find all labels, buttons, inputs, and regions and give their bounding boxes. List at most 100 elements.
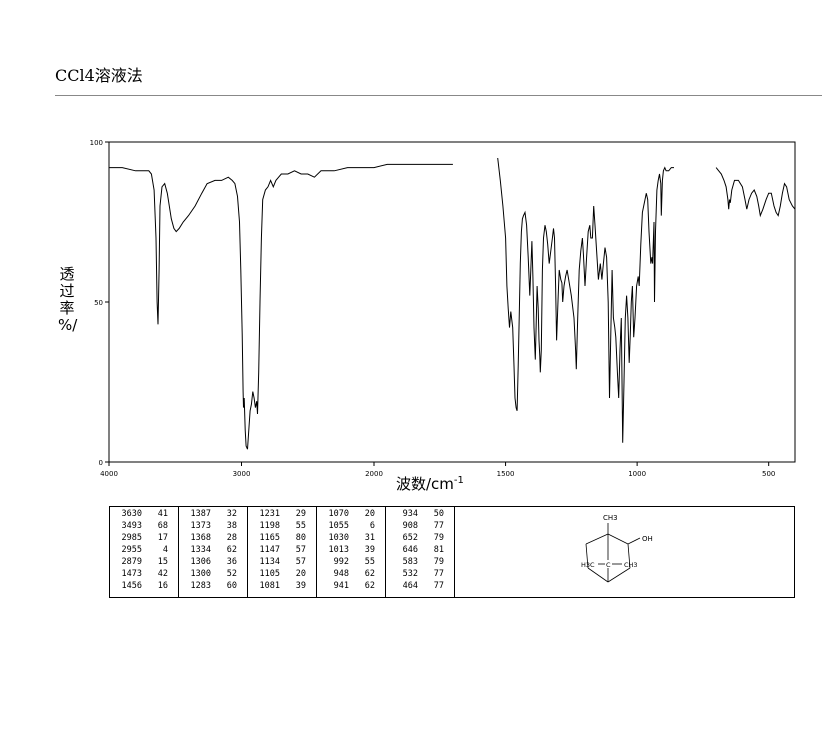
peak-table: 3630 41 3493 68 2985 17 2955 4 2879 15 1473 42 1456 1… <box>109 506 795 598</box>
peak-transmittance: 28 <box>226 533 237 543</box>
peak-transmittance: 32 <box>226 509 237 519</box>
peak-wavenumber: 941 <box>333 581 349 591</box>
peak-transmittance: 52 <box>226 569 237 579</box>
y-tick-label: 100 <box>90 139 103 147</box>
peak-row: 1105 20 <box>248 569 306 579</box>
peak-wavenumber: 3493 <box>121 521 142 531</box>
structure-label-right: CH3 <box>624 561 638 569</box>
peak-row: 1368 28 <box>179 533 237 543</box>
y-tick-label: 50 <box>94 299 103 307</box>
y-tick-label: 0 <box>99 459 103 467</box>
peak-table-column: 1387 32 1373 38 1368 28 1334 62 1306 36 1300 52 1283… <box>179 507 248 597</box>
peak-wavenumber: 583 <box>402 557 418 567</box>
x-tick-label: 4000 <box>100 470 118 478</box>
peak-transmittance: 62 <box>364 581 375 591</box>
x-axis-title: 波数/cm-1 <box>396 473 464 494</box>
peak-transmittance: 20 <box>295 569 306 579</box>
peak-row: 1055 6 <box>317 521 375 531</box>
peak-transmittance: 60 <box>226 581 237 591</box>
peak-transmittance: 4 <box>162 545 168 555</box>
peak-transmittance: 16 <box>157 581 168 591</box>
spectrum-line <box>497 157 674 443</box>
structure-label-oh: OH <box>642 535 653 543</box>
peak-wavenumber: 1165 <box>259 533 280 543</box>
y-axis-title: 透 过 率 %/ <box>58 265 77 334</box>
peak-wavenumber: 1387 <box>190 509 211 519</box>
peak-row: 1030 31 <box>317 533 375 543</box>
peak-transmittance: 15 <box>157 557 168 567</box>
peak-row: 464 77 <box>386 581 444 591</box>
peak-transmittance: 80 <box>295 533 306 543</box>
peak-row: 1134 57 <box>248 557 306 567</box>
x-tick-label: 500 <box>762 470 775 478</box>
peak-wavenumber: 1070 <box>328 509 349 519</box>
peak-row: 2955 4 <box>110 545 168 555</box>
peak-transmittance: 77 <box>433 521 444 531</box>
peak-row: 908 77 <box>386 521 444 531</box>
peak-wavenumber: 934 <box>402 509 418 519</box>
peak-wavenumber: 1030 <box>328 533 349 543</box>
peak-table-column: 1070 20 1055 6 1030 31 1013 39 992 55 948 62 941 62 <box>317 507 386 597</box>
peak-row: 3630 41 <box>110 509 168 519</box>
peak-transmittance: 55 <box>364 557 375 567</box>
peak-transmittance: 31 <box>364 533 375 543</box>
peak-wavenumber: 464 <box>402 581 418 591</box>
peak-transmittance: 77 <box>433 581 444 591</box>
peak-row: 646 81 <box>386 545 444 555</box>
x-tick-label: 1000 <box>628 470 646 478</box>
peak-table-column: 934 50 908 77 652 79 646 81 583 79 532 77 464 77 <box>386 507 455 597</box>
peak-wavenumber: 3630 <box>121 509 142 519</box>
peak-wavenumber: 652 <box>402 533 418 543</box>
x-tick-label: 2000 <box>365 470 383 478</box>
peak-row: 941 62 <box>317 581 375 591</box>
peak-wavenumber: 1105 <box>259 569 280 579</box>
peak-transmittance: 39 <box>295 581 306 591</box>
peak-wavenumber: 1373 <box>190 521 211 531</box>
peak-row: 1231 29 <box>248 509 306 519</box>
peak-row: 1387 32 <box>179 509 237 519</box>
peak-wavenumber: 1368 <box>190 533 211 543</box>
peak-row: 1165 80 <box>248 533 306 543</box>
peak-transmittance: 62 <box>226 545 237 555</box>
peak-wavenumber: 992 <box>333 557 349 567</box>
peak-transmittance: 81 <box>433 545 444 555</box>
structure-label-center: C <box>606 561 611 569</box>
peak-row: 1334 62 <box>179 545 237 555</box>
peak-transmittance: 36 <box>226 557 237 567</box>
structure-diagram: CH3 OH H3C C CH3 <box>581 514 653 583</box>
peak-wavenumber: 2985 <box>121 533 142 543</box>
y-axis-title-char: 透 <box>59 265 75 283</box>
peak-table-column: 3630 41 3493 68 2985 17 2955 4 2879 15 1473 42 1456 1… <box>110 507 179 597</box>
y-axis-title-char: 率 <box>59 299 75 317</box>
peak-transmittance: 77 <box>433 569 444 579</box>
peak-row: 1283 60 <box>179 581 237 591</box>
peak-wavenumber: 1134 <box>259 557 280 567</box>
peak-row: 2985 17 <box>110 533 168 543</box>
peak-transmittance: 17 <box>157 533 168 543</box>
peak-transmittance: 42 <box>157 569 168 579</box>
peak-wavenumber: 2879 <box>121 557 142 567</box>
x-tick-label: 1500 <box>497 470 515 478</box>
peak-row: 1456 16 <box>110 581 168 591</box>
title-divider <box>55 95 822 96</box>
peak-wavenumber: 2955 <box>121 545 142 555</box>
peak-transmittance: 79 <box>433 557 444 567</box>
x-axis-title-exponent: -1 <box>453 475 464 486</box>
peak-row: 992 55 <box>317 557 375 567</box>
peak-row: 1081 39 <box>248 581 306 591</box>
peak-wavenumber: 1013 <box>328 545 349 555</box>
peak-wavenumber: 1306 <box>190 557 211 567</box>
peak-wavenumber: 1473 <box>121 569 142 579</box>
peak-transmittance: 57 <box>295 557 306 567</box>
peak-transmittance: 62 <box>364 569 375 579</box>
peak-transmittance: 55 <box>295 521 306 531</box>
peak-wavenumber: 1055 <box>328 521 349 531</box>
peak-row: 583 79 <box>386 557 444 567</box>
peak-row: 1306 36 <box>179 557 237 567</box>
peak-table-column: 1231 29 1198 55 1165 80 1147 57 1134 57 1105 20 1081… <box>248 507 317 597</box>
peak-wavenumber: 1300 <box>190 569 211 579</box>
peak-row: 1300 52 <box>179 569 237 579</box>
peak-row: 652 79 <box>386 533 444 543</box>
peak-row: 1373 38 <box>179 521 237 531</box>
peak-row: 1147 57 <box>248 545 306 555</box>
